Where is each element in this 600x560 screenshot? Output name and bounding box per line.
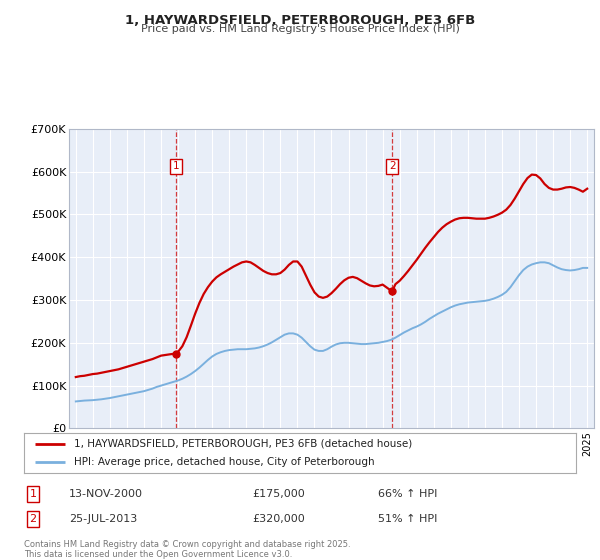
Text: 1, HAYWARDSFIELD, PETERBOROUGH, PE3 6FB: 1, HAYWARDSFIELD, PETERBOROUGH, PE3 6FB xyxy=(125,14,475,27)
Text: 66% ↑ HPI: 66% ↑ HPI xyxy=(378,489,437,499)
Text: 1, HAYWARDSFIELD, PETERBOROUGH, PE3 6FB (detached house): 1, HAYWARDSFIELD, PETERBOROUGH, PE3 6FB … xyxy=(74,439,412,449)
Text: HPI: Average price, detached house, City of Peterborough: HPI: Average price, detached house, City… xyxy=(74,458,374,467)
Text: £175,000: £175,000 xyxy=(252,489,305,499)
Text: 13-NOV-2000: 13-NOV-2000 xyxy=(69,489,143,499)
Text: 51% ↑ HPI: 51% ↑ HPI xyxy=(378,514,437,524)
Text: 1: 1 xyxy=(29,489,37,499)
Text: £320,000: £320,000 xyxy=(252,514,305,524)
Text: Contains HM Land Registry data © Crown copyright and database right 2025.
This d: Contains HM Land Registry data © Crown c… xyxy=(24,540,350,559)
Text: Price paid vs. HM Land Registry's House Price Index (HPI): Price paid vs. HM Land Registry's House … xyxy=(140,24,460,34)
Text: 1: 1 xyxy=(173,161,179,171)
Text: 2: 2 xyxy=(389,161,395,171)
Text: 2: 2 xyxy=(29,514,37,524)
Text: 25-JUL-2013: 25-JUL-2013 xyxy=(69,514,137,524)
